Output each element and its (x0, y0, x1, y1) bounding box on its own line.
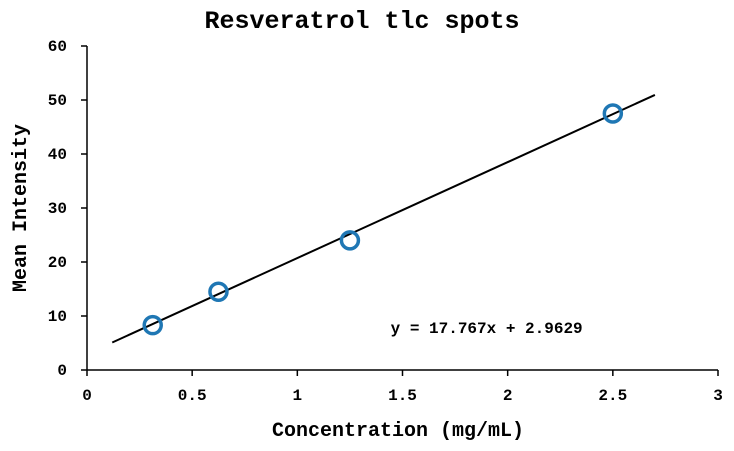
data-points (142, 103, 624, 336)
chart-title: Resveratrol tlc spots (204, 7, 519, 36)
trendline-layer (111, 94, 656, 344)
x-tick-label: 1.5 (388, 387, 417, 405)
x-tick-label: 0.5 (178, 387, 207, 405)
x-tick-label: 2.5 (598, 387, 627, 405)
x-axis-label: Concentration (mg/mL) (272, 420, 524, 443)
y-tick-label: 20 (48, 254, 67, 272)
data-point (602, 103, 624, 124)
y-tick-label: 60 (48, 38, 67, 56)
y-tick-label: 40 (48, 146, 67, 164)
x-tick-label: 1 (293, 387, 303, 405)
y-tick-label: 10 (48, 308, 67, 326)
y-tick-label: 30 (48, 200, 67, 218)
x-tick-label: 0 (82, 387, 92, 405)
data-point (339, 230, 361, 251)
x-tick-label: 3 (713, 387, 723, 405)
data-point (142, 314, 163, 336)
y-tick-label: 50 (48, 92, 67, 110)
trendline (111, 94, 656, 344)
x-tick-label: 2 (503, 387, 513, 405)
y-axis-label: Mean Intensity (10, 124, 33, 292)
data-point (208, 281, 229, 302)
trendline-equation: y = 17.767x + 2.9629 (391, 320, 583, 338)
y-tick-label: 0 (57, 362, 67, 380)
